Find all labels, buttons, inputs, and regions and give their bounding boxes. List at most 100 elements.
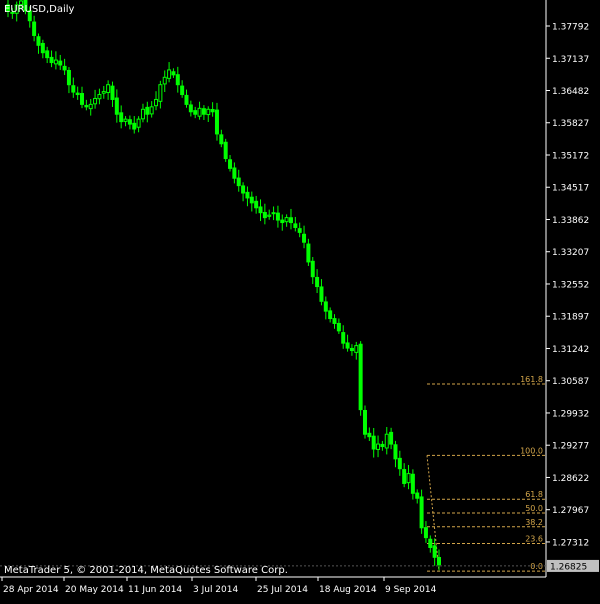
candle-body (410, 473, 415, 494)
candle-body (171, 71, 176, 76)
candle-body (323, 301, 328, 312)
candles-layer (6, 0, 441, 571)
candle-body (175, 74, 180, 86)
candle-body (423, 527, 428, 539)
candle-body (262, 212, 267, 219)
candle-body (45, 50, 50, 59)
candle-body (384, 433, 389, 449)
candle-body (180, 85, 185, 96)
candle-body (32, 21, 37, 36)
symbol-label: EURUSD,Daily (4, 4, 75, 15)
candle-body (184, 94, 189, 105)
candle-body (6, 4, 10, 12)
price-tick-label: 1.34517 (552, 184, 589, 194)
candle-body (210, 108, 215, 113)
candle-body (315, 276, 320, 288)
fib-level-label: 100.0 (520, 446, 543, 455)
candle-body (145, 106, 150, 115)
candle-body (149, 106, 154, 115)
candle-body (358, 343, 363, 411)
candle-body (415, 492, 420, 499)
candle-body (371, 435, 376, 450)
price-tick-label: 1.33862 (552, 216, 589, 226)
candle-body (232, 167, 237, 179)
candle-body (10, 11, 15, 14)
price-tick-label: 1.37137 (552, 55, 589, 65)
candle-body (101, 91, 106, 94)
candle-body (162, 76, 167, 85)
price-tick-label: 1.29277 (552, 442, 589, 452)
candle-body (306, 243, 311, 263)
current-price-label: 1.26825 (550, 562, 587, 572)
candle-body (84, 104, 89, 108)
candle-body (336, 322, 341, 332)
fib-level-label: 161.8 (520, 375, 543, 384)
price-tick-label: 1.27312 (552, 538, 589, 548)
candle-body (201, 108, 206, 115)
candle-body (349, 347, 354, 352)
candle-body (119, 112, 124, 123)
candle-body (58, 60, 63, 66)
time-tick-label: 28 Apr 2014 (3, 585, 59, 595)
candle-body (66, 70, 71, 86)
current-price-tag (547, 559, 599, 572)
candle-body (62, 65, 67, 71)
candle-body (354, 345, 359, 353)
candle-body (297, 228, 302, 233)
fibonacci-retracement[interactable]: 161.8 100.0 61.8 50.0 38.2 23.6 0.0 (426, 375, 545, 572)
price-tick-label: 1.29932 (552, 409, 589, 419)
candle-body (402, 469, 407, 484)
candle-body (88, 103, 93, 110)
candle-body (36, 36, 41, 46)
candle-body (284, 217, 289, 223)
candle-body (249, 196, 254, 204)
candle-body (132, 122, 137, 130)
fib-trend-line (426, 455, 440, 572)
candle-body (389, 431, 394, 445)
price-tick-label: 1.36482 (552, 87, 589, 97)
candle-body (193, 110, 198, 115)
candle-body (27, 10, 32, 22)
candle-body (136, 118, 141, 128)
candle-body (376, 443, 381, 450)
price-axis: 1.37792 1.37137 1.36482 1.35827 1.35172 1.345… (0, 23, 599, 572)
candle-body (40, 42, 45, 54)
candle-body (106, 84, 111, 94)
candle-body (49, 56, 54, 64)
candle-body (206, 108, 211, 116)
candle-body (254, 200, 259, 209)
time-tick-label: 25 Jul 2014 (257, 585, 308, 595)
candle-body (397, 457, 402, 470)
candle-body (167, 69, 172, 79)
candle-body (258, 206, 263, 214)
candle-body (114, 97, 119, 115)
time-tick-label: 9 Sep 2014 (385, 585, 437, 595)
candle-body (197, 107, 202, 117)
candle-body (14, 4, 19, 14)
price-tick-label: 1.35172 (552, 151, 589, 161)
fib-level-label: 50.0 (525, 504, 543, 513)
price-tick-label: 1.37792 (552, 23, 589, 33)
candle-body (19, 0, 24, 6)
candle-body (80, 93, 85, 105)
candle-body (332, 318, 337, 324)
candle-body (154, 98, 159, 107)
candle-body (367, 432, 372, 438)
candle-body (419, 496, 424, 529)
price-tick-label: 1.32552 (552, 280, 589, 290)
candle-body (53, 59, 58, 65)
price-tick-label: 1.35827 (552, 119, 589, 129)
candle-body (228, 159, 233, 169)
time-tick-label: 20 May 2014 (65, 585, 124, 595)
candle-body (241, 185, 246, 194)
time-tick-label: 3 Jul 2014 (193, 585, 238, 595)
candle-body (432, 545, 437, 558)
candle-body (123, 118, 128, 122)
candle-body (341, 332, 346, 344)
candle-body (127, 119, 132, 125)
candle-body (393, 444, 398, 460)
price-tick-label: 1.28622 (552, 474, 589, 484)
